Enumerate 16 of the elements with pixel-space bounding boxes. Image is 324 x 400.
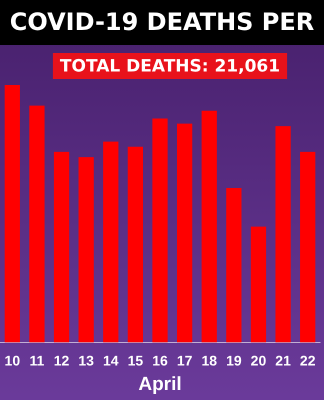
x-tick-label: 20 <box>250 352 266 369</box>
text: TOTAL DEATHS: 21,061 <box>60 56 280 76</box>
x-tick-label: 17 <box>176 352 193 369</box>
x-tick-label: 19 <box>226 352 242 369</box>
x-tick-label: 12 <box>54 352 70 369</box>
x-axis-title: April <box>138 374 182 395</box>
x-tick-label: 11 <box>30 352 45 369</box>
x-tick-label: 22 <box>300 352 316 369</box>
chart-title: COVID-19 DEATHS PER <box>0 0 324 45</box>
x-tick-label: 16 <box>152 352 168 369</box>
x-tick-label: 10 <box>4 352 20 369</box>
x-tick-label: 21 <box>275 352 292 369</box>
x-tick-label: 15 <box>128 352 144 369</box>
x-tick-label: 13 <box>78 352 94 369</box>
x-tick-label: 14 <box>102 352 119 369</box>
x-tick-label: 18 <box>201 352 218 369</box>
